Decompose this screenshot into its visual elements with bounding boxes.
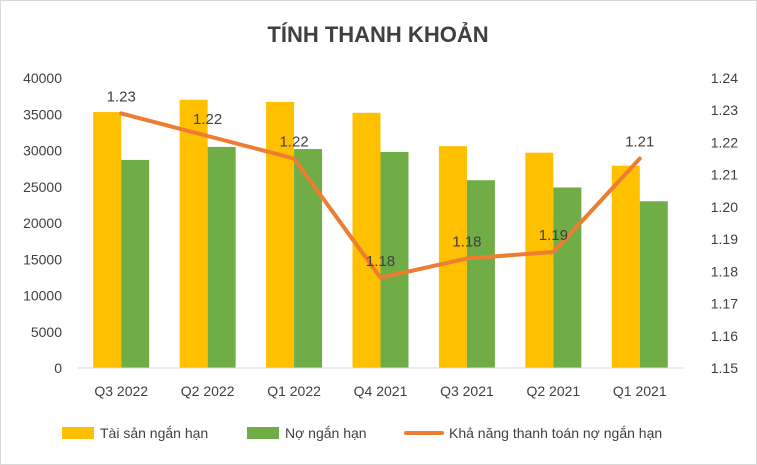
liability-bar: [639, 201, 668, 368]
left-axis-tick-label: 35000: [23, 106, 62, 122]
ratio-line-layer: [119, 111, 642, 280]
right-axis-tick-label: 1.16: [711, 328, 738, 344]
liability-bar: [553, 187, 582, 368]
legend: Tài sản ngắn hạn Nợ ngắn hạn Khả năng than…: [62, 425, 662, 441]
asset-bar: [611, 165, 640, 368]
ratio-line: [119, 111, 642, 280]
liability-bar: [121, 159, 150, 368]
right-axis-tick-label: 1.19: [711, 231, 738, 247]
asset-bar: [438, 146, 467, 368]
right-axis-tick-label: 1.17: [711, 296, 738, 312]
chart-title: TÍNH THANH KHOẢN: [267, 22, 488, 47]
ratio-data-label: 1.18: [452, 233, 481, 250]
ratio-data-label: 1.18: [366, 253, 395, 270]
left-axis-tick-label: 10000: [23, 288, 62, 304]
left-axis-tick-label: 0: [54, 360, 62, 376]
category-label: Q2 2022: [181, 383, 235, 399]
asset-bar: [352, 112, 381, 368]
category-label: Q3 2022: [94, 383, 148, 399]
left-axis-ticks: 0 5000 10000 15000 20000 25000 30000 35000 40000: [23, 70, 62, 376]
right-axis-tick-label: 1.18: [711, 263, 738, 279]
left-axis-tick-label: 30000: [23, 143, 62, 159]
legend-label: Tài sản ngắn hạn: [100, 425, 208, 441]
category-label: Q1 2021: [613, 383, 667, 399]
category-labels: Q3 2022 Q2 2022 Q1 2022 Q4 2021 Q3 2021 Q2 20…: [94, 383, 666, 399]
legend-label: Nợ ngắn hạn: [285, 425, 367, 441]
liability-bar: [294, 149, 323, 368]
left-axis-tick-label: 5000: [31, 324, 62, 340]
left-axis-tick-label: 40000: [23, 70, 62, 86]
asset-bar: [93, 112, 122, 368]
right-axis-tick-label: 1.23: [711, 102, 738, 118]
left-axis-tick-label: 15000: [23, 251, 62, 267]
right-axis-tick-label: 1.24: [711, 70, 738, 86]
ratio-data-label: 1.22: [193, 111, 222, 128]
left-axis-tick-label: 20000: [23, 215, 62, 231]
right-axis-tick-label: 1.20: [711, 199, 738, 215]
right-axis-ticks: 1.15 1.16 1.17 1.18 1.19 1.20 1.21 1.22 1.23 1.24: [711, 70, 738, 376]
ratio-data-label: 1.19: [539, 227, 568, 244]
liability-bar: [466, 180, 495, 368]
right-axis-tick-label: 1.22: [711, 134, 738, 150]
category-label: Q3 2021: [440, 383, 494, 399]
asset-bar: [179, 99, 208, 368]
liability-bar: [380, 151, 409, 368]
right-axis-tick-label: 1.21: [711, 167, 738, 183]
ratio-data-label: 1.22: [279, 134, 308, 151]
legend-label: Khả năng thanh toán nợ ngắn hạn: [449, 425, 662, 441]
legend-liability-swatch: [247, 427, 279, 439]
left-axis-tick-label: 25000: [23, 179, 62, 195]
ratio-data-labels: 1.23 1.22 1.22 1.18 1.18 1.19 1.21: [107, 88, 655, 269]
liability-bar: [207, 146, 236, 368]
category-label: Q2 2021: [526, 383, 580, 399]
asset-bar: [525, 152, 554, 368]
asset-bar: [266, 101, 295, 369]
category-label: Q1 2022: [267, 383, 321, 399]
legend-asset-swatch: [62, 427, 94, 439]
right-axis-tick-label: 1.15: [711, 360, 738, 376]
bars: [93, 99, 668, 369]
ratio-data-label: 1.21: [625, 134, 654, 151]
category-label: Q4 2021: [354, 383, 408, 399]
ratio-data-label: 1.23: [107, 88, 136, 105]
